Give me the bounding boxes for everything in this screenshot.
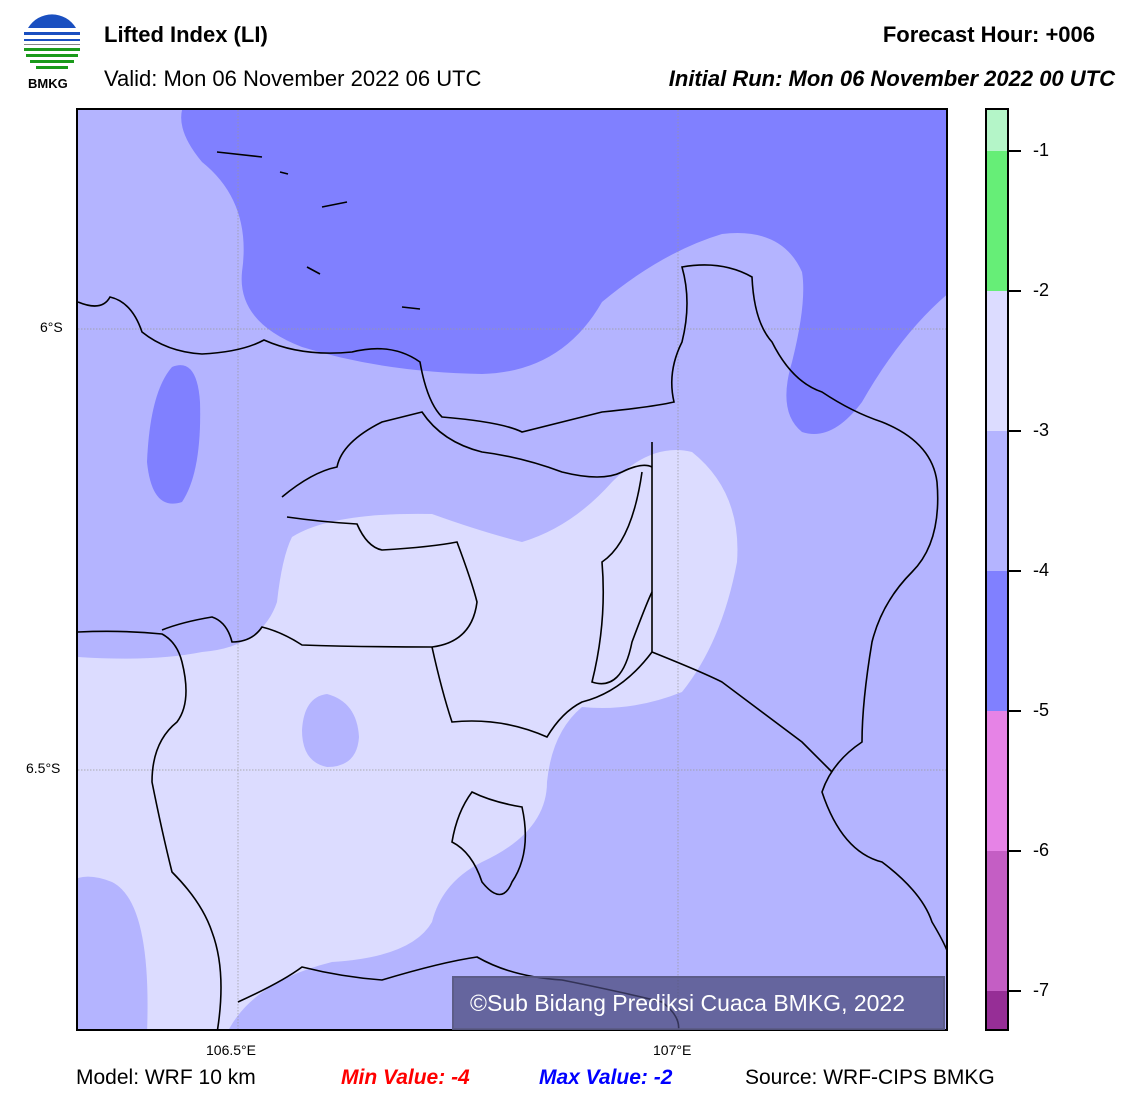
colorbar-tick (1009, 990, 1021, 992)
colorbar-label: -3 (1033, 420, 1050, 440)
colorbar-segment (987, 711, 1007, 851)
colorbar-tick (1009, 710, 1021, 712)
logo-text: BMKG (28, 76, 68, 91)
contour-level-below-4 (181, 110, 946, 434)
contour-level-below-4-blob (147, 365, 201, 504)
colorbar-tick (1009, 850, 1021, 852)
colorbar-segment (987, 110, 1007, 151)
model-label: Model: WRF 10 km (76, 1066, 256, 1089)
colorbar-tick (1009, 150, 1021, 152)
colorbar-tick (1009, 570, 1021, 572)
chart-title: Lifted Index (LI) (104, 22, 268, 47)
lat-label: 6.5°S (26, 760, 61, 776)
min-value: Min Value: -4 (341, 1066, 470, 1089)
contour-map (78, 110, 946, 1029)
colorbar-label: -6 (1033, 840, 1050, 860)
colorbar-segment (987, 291, 1007, 431)
bmkg-logo (24, 14, 80, 70)
map-panel (76, 108, 948, 1031)
colorbar-segment (987, 851, 1007, 991)
initial-run: Initial Run: Mon 06 November 2022 00 UTC (668, 66, 1115, 91)
colorbar-segment (987, 151, 1007, 291)
colorbar (985, 108, 1009, 1031)
colorbar-segment (987, 991, 1007, 1029)
contour-level-4-3-blob (302, 694, 359, 767)
colorbar-label: -2 (1033, 280, 1050, 300)
colorbar-segment (987, 571, 1007, 711)
colorbar-tick (1009, 290, 1021, 292)
source-label: Source: WRF-CIPS BMKG (745, 1066, 995, 1089)
colorbar-tick (1009, 430, 1021, 432)
colorbar-label: -5 (1033, 700, 1050, 720)
lon-label: 107°E (653, 1042, 692, 1058)
colorbar-segment (987, 431, 1007, 571)
lon-label: 106.5°E (206, 1042, 256, 1058)
contour-level-3-2 (78, 450, 738, 1029)
forecast-hour: Forecast Hour: +006 (882, 22, 1095, 47)
valid-time: Valid: Mon 06 November 2022 06 UTC (104, 66, 482, 91)
colorbar-label: -1 (1033, 140, 1050, 160)
colorbar-label: -4 (1033, 560, 1050, 580)
max-value: Max Value: -2 (539, 1066, 673, 1089)
lat-label: 6°S (40, 319, 63, 335)
copyright-box: ©Sub Bidang Prediksi Cuaca BMKG, 2022 (452, 976, 945, 1030)
colorbar-label: -7 (1033, 980, 1050, 1000)
